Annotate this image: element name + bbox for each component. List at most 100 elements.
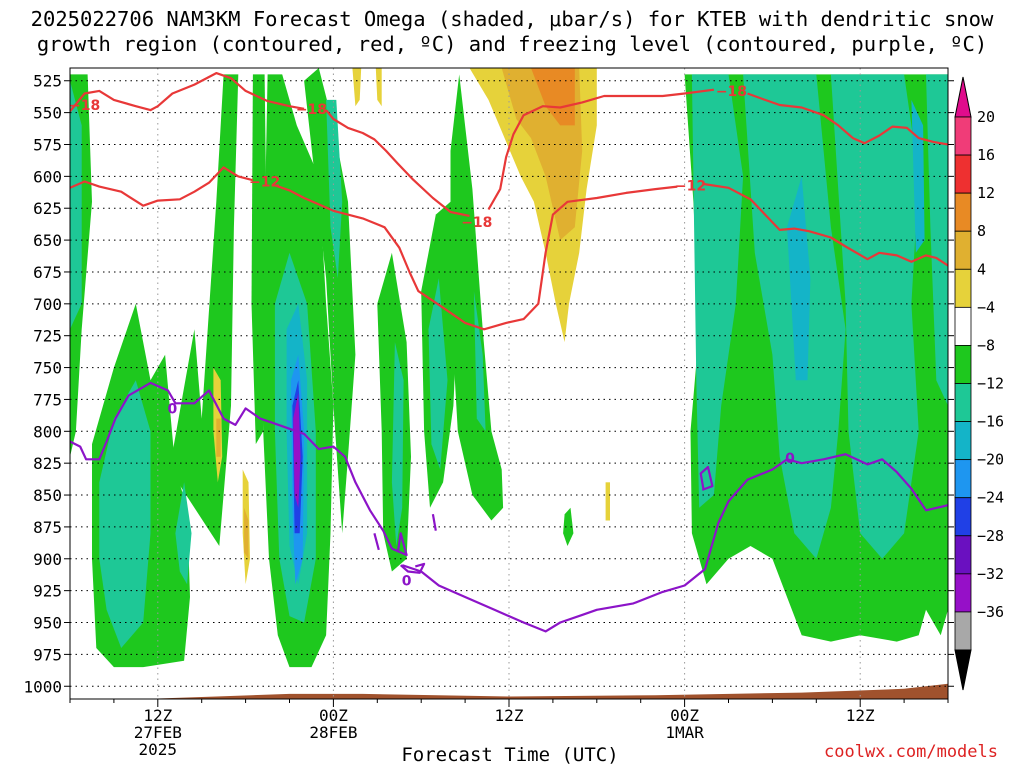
y-tick-label-725: 725 <box>33 327 62 346</box>
colorbar-label-10: −24 <box>977 489 1004 507</box>
colorbar-label-13: −36 <box>977 603 1004 621</box>
omega-region-28 <box>293 393 301 508</box>
colorbar-box-4 <box>954 268 972 308</box>
contour-0-10 <box>373 533 380 551</box>
colorbar-label-3: 8 <box>977 222 986 240</box>
colorbar-box-12 <box>954 573 972 613</box>
x-tick-label-42-0: 00Z <box>670 706 699 725</box>
contour-0-12 <box>399 562 426 574</box>
contour--18-1 <box>325 109 470 217</box>
contour-label-7: 0 <box>168 401 178 417</box>
y-axis: 525 550 575 600 625 650 675 700 725 750 775 800 825 8… <box>23 72 954 696</box>
omega-region-9 <box>563 507 574 546</box>
omega-region-13 <box>175 482 192 585</box>
contour-0-9 <box>699 465 714 491</box>
contour-layer: −18 −18 −18 −18 −12 −12 0 0 0 <box>69 71 948 633</box>
contour-0-11 <box>431 514 437 531</box>
colorbar-label-5: −4 <box>977 298 995 316</box>
omega-region-21 <box>830 74 919 559</box>
colorbar-label-1: 16 <box>977 146 995 164</box>
y-tick-label-900: 900 <box>33 550 62 569</box>
x-axis-title: Forecast Time (UTC) <box>401 744 619 766</box>
y-tick-label-800: 800 <box>33 422 62 441</box>
colorbar-box-2 <box>954 192 972 232</box>
colorbar-label-12: −32 <box>977 565 1004 583</box>
x-tick-label-6-0: 12Z <box>143 706 172 725</box>
y-tick-label-1000: 1000 <box>23 677 62 696</box>
contour-label-5: −12 <box>249 174 280 190</box>
colorbar-box-1 <box>954 154 972 194</box>
colorbar-box-10 <box>954 497 972 537</box>
omega-region-12 <box>99 380 151 648</box>
colorbar-label-7: −12 <box>977 375 1004 393</box>
x-tick-label-6-2: 2025 <box>139 740 178 759</box>
contour-label-2: −18 <box>461 215 492 231</box>
y-tick-label-675: 675 <box>33 263 62 282</box>
colorbar-label-2: 12 <box>977 184 995 202</box>
y-tick-label-950: 950 <box>33 614 62 633</box>
colorbar-box-3 <box>954 230 972 270</box>
contour--18-3 <box>747 92 948 146</box>
credit-link[interactable]: coolwx.com/models <box>824 742 998 762</box>
omega-region-5 <box>304 68 356 534</box>
x-tick-label-6-1: 27FEB <box>134 723 182 742</box>
colorbar-box-8 <box>954 421 972 461</box>
y-tick-label-625: 625 <box>33 199 62 218</box>
x-tick-label-30-0: 12Z <box>495 706 524 725</box>
contour-label-1: −18 <box>296 102 327 118</box>
colorbar-label-9: −20 <box>977 451 1004 469</box>
colorbar-label-6: −8 <box>977 336 995 354</box>
chart-title-line-1: 2025022706 NAM3KM Forecast Omega (shaded… <box>30 7 994 31</box>
contour-label-0: −18 <box>69 98 100 114</box>
y-tick-label-650: 650 <box>33 231 62 250</box>
y-tick-label-575: 575 <box>33 135 62 154</box>
omega-region-29 <box>352 68 362 107</box>
contour-label-3: −18 <box>716 84 747 100</box>
contour--18-0 <box>70 71 305 112</box>
y-tick-label-975: 975 <box>33 645 62 664</box>
colorbar-label-8: −16 <box>977 413 1004 431</box>
contour-label-6: −12 <box>675 178 706 194</box>
colorbar-box-5 <box>954 306 972 346</box>
omega-region-38 <box>531 68 575 126</box>
colorbar-label-11: −28 <box>977 527 1004 545</box>
contour-0-8 <box>401 453 948 633</box>
omega-region-30 <box>375 68 382 107</box>
y-tick-label-550: 550 <box>33 104 62 123</box>
terrain-layer <box>70 683 948 699</box>
y-tick-label-825: 825 <box>33 454 62 473</box>
colorbar-box-11 <box>954 535 972 575</box>
omega-region-37 <box>244 507 249 559</box>
contour-label-8: 0 <box>402 573 412 589</box>
contour-label-9: 0 <box>785 451 795 467</box>
y-tick-label-775: 775 <box>33 390 62 409</box>
y-tick-label-875: 875 <box>33 518 62 537</box>
omega-shading-layer <box>70 68 948 668</box>
omega-region-24 <box>787 176 811 381</box>
contour--12-4 <box>70 166 254 207</box>
omega-region-2 <box>169 74 239 547</box>
colorbar-label-0: 20 <box>977 108 995 126</box>
y-tick-label-525: 525 <box>33 72 62 91</box>
colorbar-box-9 <box>954 459 972 499</box>
y-tick-label-850: 850 <box>33 486 62 505</box>
colorbar-box-6 <box>954 345 972 384</box>
colorbar-bottom-triangle <box>954 649 972 691</box>
colorbar-box-7 <box>954 383 972 422</box>
omega-region-17 <box>428 278 448 470</box>
contour-0-7 <box>70 381 408 557</box>
x-tick-label-54-0: 12Z <box>846 706 875 725</box>
x-tick-label-18-1: 28FEB <box>309 723 357 742</box>
contour--12-5 <box>274 184 678 331</box>
contour--12-6 <box>703 182 948 267</box>
omega-region-34 <box>605 482 610 521</box>
y-tick-label-750: 750 <box>33 359 62 378</box>
y-tick-label-600: 600 <box>33 167 62 186</box>
contour--18-2 <box>487 88 715 211</box>
colorbar: 20 16 12 8 4 −4 −8 −12 −16 −20 −24 −28 −32 −36 <box>954 76 1004 691</box>
omega-region-15 <box>326 99 343 279</box>
colorbar-box-13 <box>954 611 972 651</box>
terrain-fill <box>70 683 948 699</box>
y-tick-label-700: 700 <box>33 295 62 314</box>
